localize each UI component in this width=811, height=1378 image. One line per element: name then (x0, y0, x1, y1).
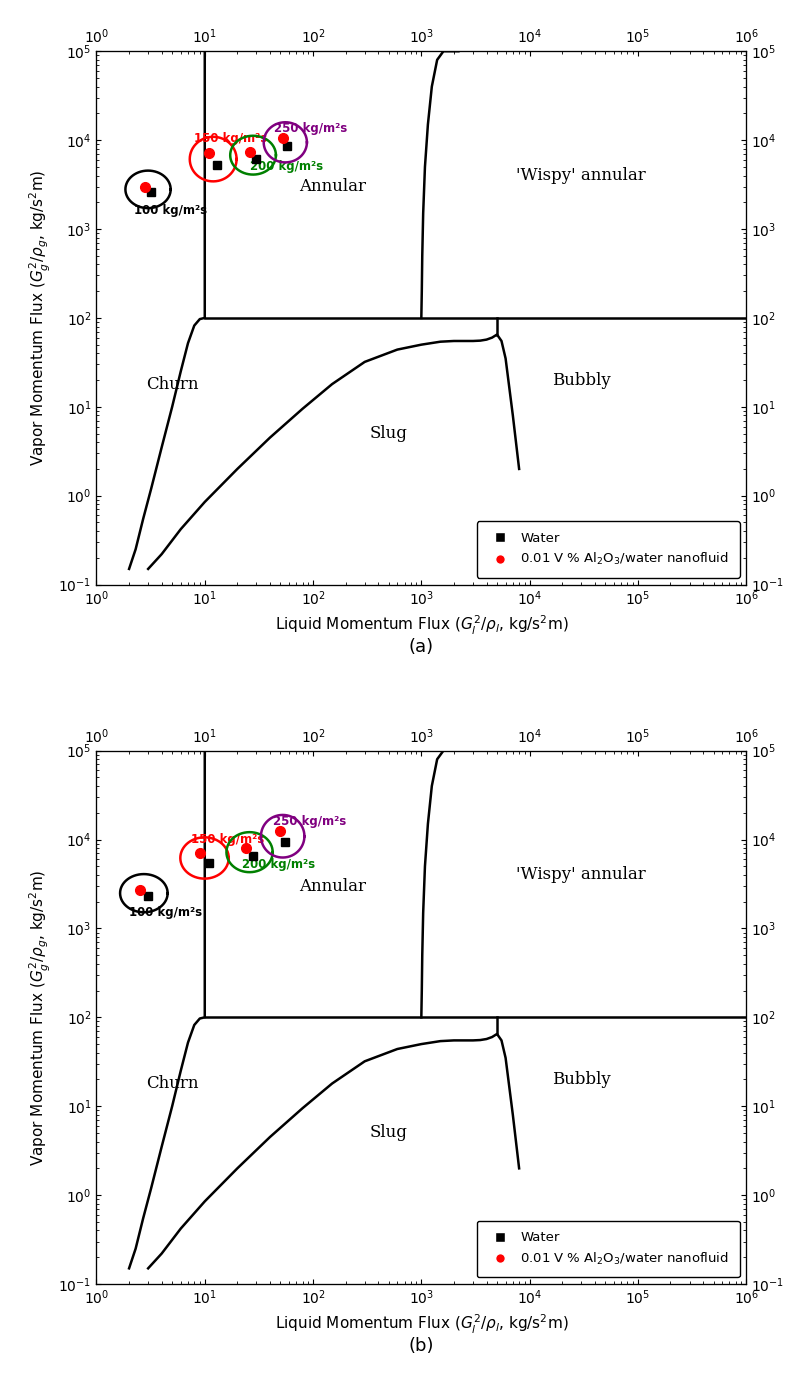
Text: Bubbly: Bubbly (551, 1071, 610, 1089)
Text: (a): (a) (408, 638, 433, 656)
Text: 250 kg/m²s: 250 kg/m²s (274, 123, 347, 135)
Legend: Water, 0.01 V % Al$_2$O$_3$/water nanofluid: Water, 0.01 V % Al$_2$O$_3$/water nanofl… (476, 1221, 739, 1277)
Y-axis label: Vapor Momentum Flux ($G_g^2/\rho_g$, kg/s$^2$m): Vapor Momentum Flux ($G_g^2/\rho_g$, kg/… (28, 870, 53, 1166)
Text: Annular: Annular (298, 178, 365, 196)
Text: 150 kg/m²s: 150 kg/m²s (194, 132, 267, 145)
Text: Annular: Annular (298, 878, 365, 894)
Text: 100 kg/m²s: 100 kg/m²s (133, 204, 207, 218)
Text: 100 kg/m²s: 100 kg/m²s (129, 907, 202, 919)
Text: 'Wispy' annular: 'Wispy' annular (516, 867, 646, 883)
Text: 150 kg/m²s: 150 kg/m²s (191, 834, 264, 846)
Text: Churn: Churn (146, 376, 198, 393)
Text: Slug: Slug (369, 424, 407, 442)
X-axis label: Liquid Momentum Flux ($G_l^2/\rho_l$, kg/s$^2$m): Liquid Momentum Flux ($G_l^2/\rho_l$, kg… (274, 1313, 568, 1337)
X-axis label: Liquid Momentum Flux ($G_l^2/\rho_l$, kg/s$^2$m): Liquid Momentum Flux ($G_l^2/\rho_l$, kg… (274, 613, 568, 637)
Text: 200 kg/m²s: 200 kg/m²s (242, 857, 315, 871)
Text: Slug: Slug (369, 1124, 407, 1141)
Text: Churn: Churn (146, 1075, 198, 1091)
Text: 'Wispy' annular: 'Wispy' annular (516, 167, 646, 185)
Text: 200 kg/m²s: 200 kg/m²s (250, 160, 323, 174)
Text: (b): (b) (408, 1337, 434, 1356)
Text: 250 kg/m²s: 250 kg/m²s (273, 814, 346, 828)
Text: Bubbly: Bubbly (551, 372, 610, 389)
Legend: Water, 0.01 V % Al$_2$O$_3$/water nanofluid: Water, 0.01 V % Al$_2$O$_3$/water nanofl… (476, 521, 739, 577)
Y-axis label: Vapor Momentum Flux ($G_g^2/\rho_g$, kg/s$^2$m): Vapor Momentum Flux ($G_g^2/\rho_g$, kg/… (28, 169, 53, 466)
